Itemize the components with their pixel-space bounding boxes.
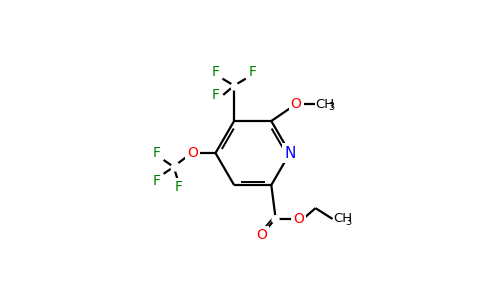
Text: F: F [212, 88, 220, 102]
Text: F: F [249, 65, 257, 79]
Text: 3: 3 [328, 102, 334, 112]
Text: F: F [212, 65, 220, 79]
Text: CH: CH [316, 98, 334, 111]
Text: O: O [293, 212, 304, 226]
Text: F: F [174, 180, 182, 194]
Text: F: F [152, 174, 161, 188]
Text: F: F [152, 146, 161, 160]
Text: N: N [284, 146, 296, 160]
Text: O: O [291, 97, 302, 111]
Text: CH: CH [333, 212, 352, 225]
Text: O: O [256, 228, 267, 242]
Text: O: O [187, 146, 197, 160]
Text: 3: 3 [346, 217, 352, 227]
